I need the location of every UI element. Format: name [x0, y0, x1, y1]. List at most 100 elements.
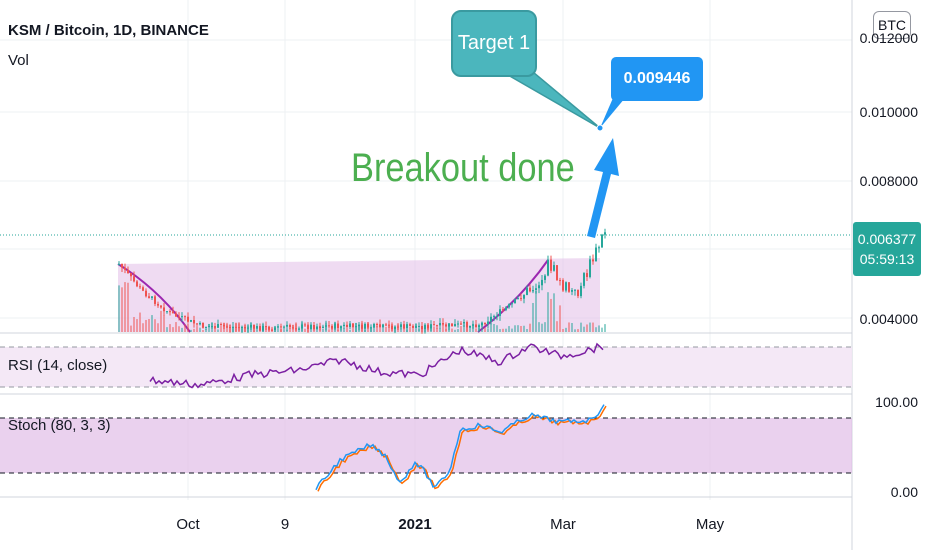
volume-bar — [355, 323, 357, 332]
volume-bar — [157, 323, 159, 332]
candle-body — [490, 316, 492, 322]
volume-bar — [316, 326, 318, 332]
volume-bar — [235, 322, 237, 332]
volume-bar — [406, 329, 408, 332]
candle-body — [541, 279, 543, 286]
candle-body — [154, 296, 156, 304]
volume-bar — [328, 329, 330, 332]
target-price-callout[interactable]: 0.009446 — [611, 57, 703, 101]
volume-bar — [307, 324, 309, 332]
stoch-k-line — [315, 404, 605, 491]
volume-bar — [568, 322, 570, 332]
volume-bar — [511, 328, 513, 332]
volume-bar — [238, 323, 240, 332]
candle-body — [253, 324, 255, 329]
candle-body — [574, 289, 576, 291]
volume-bar — [439, 328, 441, 332]
volume-bar — [484, 327, 486, 332]
volume-bar — [427, 323, 429, 332]
candle-body — [220, 324, 222, 326]
candle-body — [544, 275, 546, 280]
volume-bar — [160, 310, 162, 332]
volume-bar — [493, 323, 495, 332]
candle-body — [346, 324, 348, 327]
current-price-tag: 0.006377 05:59:13 — [853, 222, 921, 276]
volume-bar — [535, 291, 537, 332]
candle-body — [313, 324, 315, 330]
volume-bar — [553, 293, 555, 332]
volume-bar — [514, 325, 516, 332]
candle-body — [589, 259, 591, 277]
volume-bar — [214, 327, 216, 332]
volume-bar — [457, 329, 459, 332]
target-callout[interactable]: Target 1 — [451, 10, 537, 77]
candle-body — [418, 325, 420, 327]
candle-body — [124, 267, 126, 270]
price-tick: 0.008000 — [859, 173, 918, 189]
currency-badge[interactable]: BTC — [873, 11, 911, 39]
candle-body — [571, 290, 573, 292]
candle-body — [526, 287, 528, 295]
volume-bar — [130, 325, 132, 332]
volume-bar — [469, 327, 471, 332]
volume-bar — [220, 325, 222, 332]
volume-bar — [319, 325, 321, 332]
volume-bar — [304, 328, 306, 332]
volume-bar — [448, 323, 450, 332]
volume-bar — [502, 328, 504, 332]
candle-body — [568, 282, 570, 292]
candle-body — [445, 324, 447, 327]
candle-body — [304, 324, 306, 326]
volume-bar — [247, 324, 249, 332]
time-tick: 2021 — [398, 516, 432, 533]
volume-bar — [250, 322, 252, 332]
target-point — [596, 124, 604, 132]
volume-bar — [286, 329, 288, 332]
volume-bar — [526, 329, 528, 332]
volume-bar — [445, 329, 447, 332]
volume-bar — [481, 322, 483, 332]
volume-bar — [151, 315, 153, 332]
volume-bar — [478, 327, 480, 332]
candle-body — [514, 299, 516, 304]
volume-bar — [586, 324, 588, 332]
volume-bar — [202, 329, 204, 332]
candle-body — [592, 259, 594, 262]
candle-body — [496, 315, 498, 317]
volume-bar — [556, 321, 558, 332]
candle-body — [199, 322, 201, 325]
volume-bar — [301, 322, 303, 332]
volume-bar — [451, 328, 453, 332]
volume-bar — [127, 282, 129, 332]
candle-body — [184, 316, 186, 318]
volume-bar — [346, 329, 348, 332]
volume-bar — [217, 329, 219, 332]
candle-body — [289, 324, 291, 328]
volume-bar — [310, 324, 312, 332]
volume-bar — [349, 329, 351, 332]
volume-bar — [358, 322, 360, 332]
volume-bar — [187, 323, 189, 332]
volume-bar — [418, 329, 420, 332]
breakout-annotation[interactable]: Breakout done — [351, 146, 575, 190]
volume-bar — [574, 329, 576, 332]
candle-body — [172, 311, 174, 314]
candle-body — [322, 326, 324, 328]
volume-bar — [592, 322, 594, 332]
volume-bar — [184, 324, 186, 332]
candle-body — [577, 289, 579, 297]
candle-body — [469, 325, 471, 328]
volume-bar — [274, 325, 276, 332]
candle-body — [505, 307, 507, 310]
volume-bar — [400, 328, 402, 332]
volume-bar — [409, 326, 411, 332]
volume-label: Vol — [8, 52, 29, 69]
candle-body — [565, 282, 567, 291]
volume-bar — [460, 326, 462, 332]
candle-body — [163, 307, 165, 312]
volume-bar — [229, 324, 231, 332]
volume-bar — [142, 323, 144, 332]
candle-body — [487, 321, 489, 325]
volume-bar — [598, 325, 600, 332]
